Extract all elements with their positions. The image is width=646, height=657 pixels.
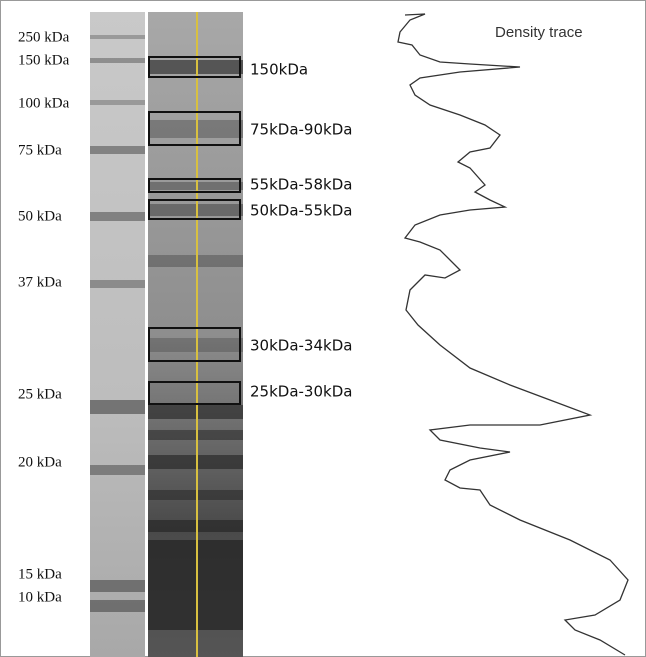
marker-label: 100 kDa: [18, 95, 70, 111]
marker-label: 75 kDa: [18, 142, 62, 158]
band-label: 55kDa-58kDa: [250, 176, 352, 194]
band-label: 50kDa-55kDa: [250, 202, 352, 220]
trace-title: Density trace: [495, 24, 583, 41]
band-label: 30kDa-34kDa: [250, 337, 352, 355]
band-label: 25kDa-30kDa: [250, 383, 352, 401]
marker-label: 10 kDa: [18, 589, 62, 605]
marker-label: 15 kDa: [18, 566, 62, 582]
marker-label: 37 kDa: [18, 274, 62, 290]
marker-label: 150 kDa: [18, 52, 70, 68]
band-label: 150kDa: [250, 61, 308, 79]
band-label: 75kDa-90kDa: [250, 121, 352, 139]
marker-label: 50 kDa: [18, 208, 62, 224]
marker-label: 20 kDa: [18, 454, 62, 470]
figure: Density trace 250 kDa 150 kDa 100 kDa 75 kD…: [0, 0, 646, 657]
marker-label: 250 kDa: [18, 29, 70, 45]
marker-label: 25 kDa: [18, 386, 62, 402]
marker-lane: [90, 12, 145, 657]
